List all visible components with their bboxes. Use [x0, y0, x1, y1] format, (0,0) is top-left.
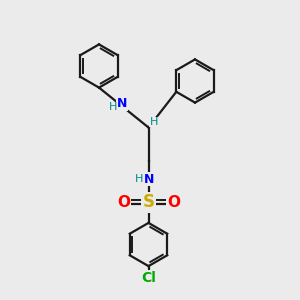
- Text: O: O: [117, 195, 130, 210]
- Text: H: H: [135, 174, 144, 184]
- Text: S: S: [142, 193, 154, 211]
- Text: Cl: Cl: [141, 271, 156, 284]
- Text: O: O: [167, 195, 180, 210]
- Text: N: N: [144, 172, 154, 186]
- Text: H: H: [150, 117, 158, 127]
- Text: H: H: [109, 102, 117, 112]
- Text: N: N: [117, 97, 128, 110]
